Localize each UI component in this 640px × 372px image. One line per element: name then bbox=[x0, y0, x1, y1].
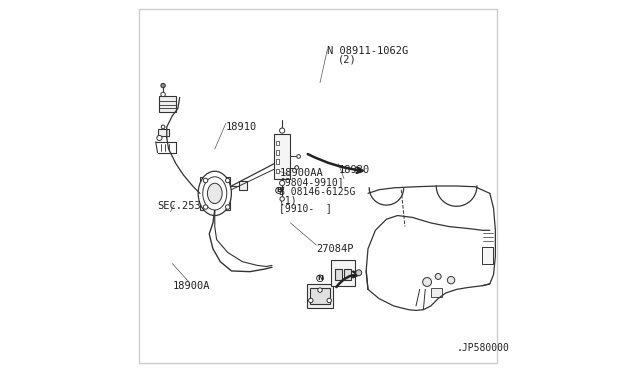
Ellipse shape bbox=[203, 177, 227, 210]
Circle shape bbox=[297, 155, 300, 158]
Circle shape bbox=[280, 128, 285, 133]
Circle shape bbox=[318, 288, 322, 292]
Bar bbox=[159, 96, 176, 112]
Text: N 08911-1062G: N 08911-1062G bbox=[328, 46, 408, 56]
Circle shape bbox=[161, 125, 165, 129]
Circle shape bbox=[204, 205, 208, 209]
Circle shape bbox=[161, 83, 165, 88]
Text: [9910-  ]: [9910- ] bbox=[280, 203, 332, 213]
Text: SEC.253: SEC.253 bbox=[157, 201, 202, 211]
Bar bbox=[274, 134, 291, 179]
Bar bbox=[483, 247, 493, 263]
Text: B: B bbox=[276, 187, 281, 193]
Circle shape bbox=[327, 298, 332, 303]
Bar bbox=[307, 284, 333, 308]
Text: 18910: 18910 bbox=[226, 122, 257, 132]
Circle shape bbox=[225, 205, 230, 209]
Bar bbox=[239, 181, 247, 190]
Text: B 08146-6125G: B 08146-6125G bbox=[280, 186, 356, 196]
Circle shape bbox=[276, 187, 282, 193]
Circle shape bbox=[317, 275, 323, 282]
Bar bbox=[276, 169, 280, 173]
Bar bbox=[276, 160, 280, 164]
Text: N: N bbox=[317, 275, 323, 281]
Bar bbox=[276, 150, 280, 155]
Bar bbox=[276, 141, 280, 145]
Text: .JP580000: .JP580000 bbox=[456, 343, 509, 353]
Circle shape bbox=[161, 92, 165, 97]
Ellipse shape bbox=[198, 171, 232, 215]
Text: 18930: 18930 bbox=[339, 166, 370, 176]
Ellipse shape bbox=[207, 183, 222, 203]
Circle shape bbox=[295, 166, 299, 169]
Circle shape bbox=[422, 278, 431, 286]
Text: [9804-9910]: [9804-9910] bbox=[280, 177, 344, 187]
Bar bbox=[200, 177, 230, 210]
Text: 18900A: 18900A bbox=[172, 281, 210, 291]
Circle shape bbox=[157, 135, 162, 141]
Text: (1): (1) bbox=[280, 195, 297, 205]
Text: (2): (2) bbox=[338, 55, 356, 65]
Bar bbox=[331, 260, 355, 286]
Circle shape bbox=[280, 180, 285, 186]
Bar bbox=[431, 288, 442, 297]
Circle shape bbox=[308, 298, 313, 303]
Circle shape bbox=[447, 276, 455, 284]
Circle shape bbox=[435, 273, 441, 279]
Bar bbox=[344, 269, 351, 280]
Text: 27084P: 27084P bbox=[316, 244, 354, 254]
Circle shape bbox=[225, 178, 230, 183]
Bar bbox=[310, 288, 330, 304]
Circle shape bbox=[204, 178, 208, 183]
Bar bbox=[335, 269, 342, 280]
Bar bbox=[157, 129, 168, 136]
Circle shape bbox=[280, 197, 284, 201]
Text: 18900AA: 18900AA bbox=[280, 168, 323, 178]
Circle shape bbox=[356, 270, 362, 276]
